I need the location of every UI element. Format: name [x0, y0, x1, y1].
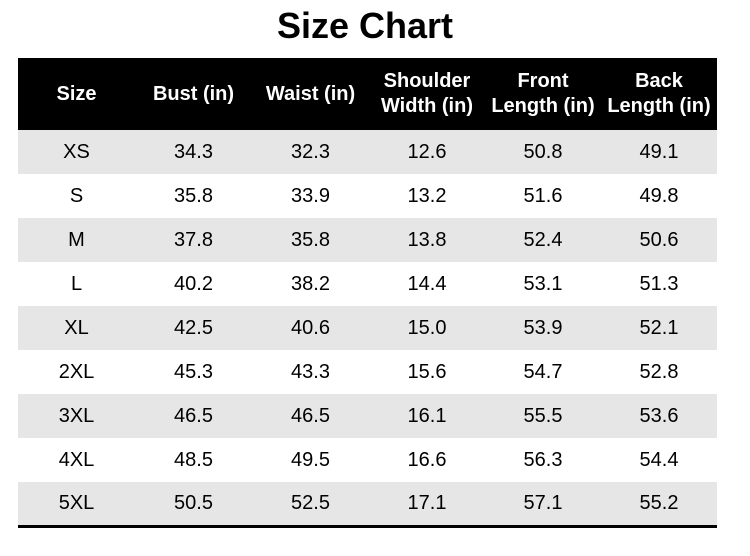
header-front-line-2: Length (in): [491, 95, 595, 117]
cell-shoulder-width: 16.1: [407, 404, 447, 427]
cell-waist: 38.2: [291, 272, 330, 295]
table-body: XS 34.3 32.3 12.6 50.8 49.1 S 35.8 33.9 …: [18, 130, 717, 526]
cell-shoulder-width: 15.0: [407, 316, 447, 339]
cell-size: 4XL: [58, 448, 95, 471]
table-row: L 40.2 38.2 14.4 53.1 51.3: [18, 262, 717, 306]
cell-bust: 50.5: [174, 491, 213, 514]
cell-size: XS: [63, 140, 90, 163]
cell-size: XL: [64, 316, 89, 339]
cell-shoulder-width: 14.4: [407, 272, 447, 295]
page-title: Size Chart: [276, 5, 454, 46]
header-shoulder-line-2: Width (in): [380, 95, 473, 117]
cell-size: 2XL: [58, 360, 95, 383]
header-size-label: Size: [56, 82, 97, 105]
cell-waist: 52.5: [291, 491, 330, 514]
cell-waist: 49.5: [291, 448, 330, 471]
table-row: 4XL 48.5 49.5 16.6 56.3 54.4: [18, 438, 717, 482]
table-row: XS 34.3 32.3 12.6 50.8 49.1: [18, 130, 717, 174]
cell-front-length: 50.8: [523, 140, 563, 163]
cell-shoulder-width: 13.2: [407, 184, 447, 207]
header-back-line-2: Length (in): [607, 95, 711, 117]
cell-front-length: 55.5: [523, 404, 563, 427]
cell-size: 5XL: [58, 491, 95, 514]
header-back-line-1: Back: [635, 70, 683, 92]
table-row: 2XL 45.3 43.3 15.6 54.7 52.8: [18, 350, 717, 394]
cell-bust: 46.5: [174, 404, 213, 427]
cell-bust: 40.2: [174, 272, 213, 295]
header-bust: Bust (in): [135, 58, 252, 130]
cell-bust: 48.5: [174, 448, 213, 471]
table-row: S 35.8 33.9 13.2 51.6 49.8: [18, 174, 717, 218]
cell-bust: 35.8: [174, 184, 213, 207]
cell-shoulder-width: 12.6: [407, 140, 447, 163]
cell-front-length: 56.3: [523, 448, 563, 471]
cell-back-length: 52.8: [639, 360, 679, 383]
cell-back-length: 49.1: [639, 140, 679, 163]
cell-front-length: 51.6: [523, 184, 563, 207]
cell-bust: 45.3: [174, 360, 213, 383]
table-row: XL 42.5 40.6 15.0 53.9 52.1: [18, 306, 717, 350]
cell-waist: 46.5: [291, 404, 330, 427]
size-chart-table: Size Bust (in) Waist (in) Shoulder Width…: [18, 58, 717, 528]
cell-front-length: 54.7: [523, 360, 563, 383]
cell-waist: 35.8: [291, 228, 330, 251]
header-back-length: Back Length (in): [601, 58, 717, 130]
cell-front-length: 53.9: [523, 316, 563, 339]
cell-back-length: 52.1: [639, 316, 679, 339]
cell-waist: 40.6: [291, 316, 330, 339]
table-row: M 37.8 35.8 13.8 52.4 50.6: [18, 218, 717, 262]
header-waist: Waist (in): [252, 58, 369, 130]
header-row: Size Bust (in) Waist (in) Shoulder Width…: [18, 58, 717, 130]
table-header: Size Bust (in) Waist (in) Shoulder Width…: [18, 58, 717, 130]
cell-waist: 32.3: [291, 140, 330, 163]
header-front-line-1: Front: [517, 70, 569, 92]
cell-size: 3XL: [58, 404, 95, 427]
table-row: 5XL 50.5 52.5 17.1 57.1 55.2: [18, 482, 717, 526]
header-bust-label: Bust (in): [152, 82, 235, 105]
header-waist-label: Waist (in): [265, 82, 356, 105]
cell-shoulder-width: 17.1: [407, 491, 447, 514]
header-shoulder-width: Shoulder Width (in): [369, 58, 485, 130]
cell-back-length: 51.3: [639, 272, 679, 295]
cell-back-length: 55.2: [639, 491, 679, 514]
cell-back-length: 53.6: [639, 404, 679, 427]
cell-bust: 34.3: [174, 140, 213, 163]
cell-back-length: 50.6: [639, 228, 679, 251]
cell-bust: 37.8: [174, 228, 213, 251]
header-shoulder-line-1: Shoulder: [383, 70, 471, 92]
cell-front-length: 52.4: [523, 228, 563, 251]
cell-back-length: 49.8: [639, 184, 679, 207]
cell-waist: 43.3: [291, 360, 330, 383]
cell-size: M: [68, 228, 85, 251]
header-front-length: Front Length (in): [485, 58, 601, 130]
cell-shoulder-width: 13.8: [407, 228, 447, 251]
cell-bust: 42.5: [174, 316, 213, 339]
header-size: Size: [18, 58, 135, 130]
cell-waist: 33.9: [291, 184, 330, 207]
cell-shoulder-width: 16.6: [407, 448, 447, 471]
table-row: 3XL 46.5 46.5 16.1 55.5 53.6: [18, 394, 717, 438]
cell-size: S: [69, 184, 84, 207]
cell-size: L: [70, 272, 83, 295]
cell-front-length: 53.1: [523, 272, 563, 295]
cell-shoulder-width: 15.6: [407, 360, 447, 383]
cell-back-length: 54.4: [639, 448, 679, 471]
cell-front-length: 57.1: [523, 491, 563, 514]
